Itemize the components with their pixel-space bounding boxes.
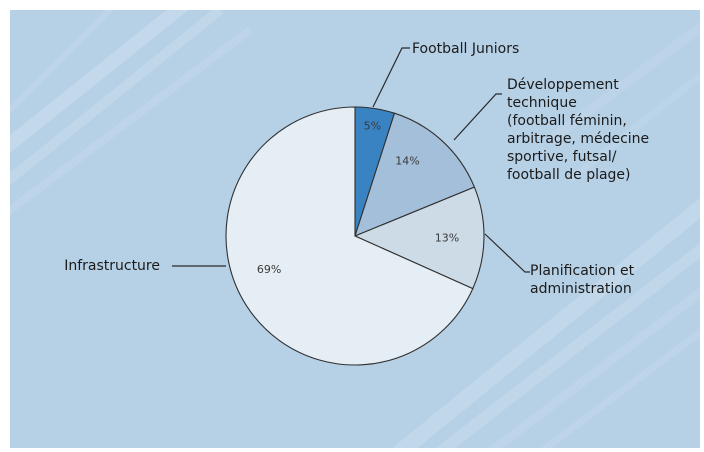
background-streak [567, 71, 700, 183]
pie-chart: 5% 14% 13% 69% Football Juniors Développemen… [10, 10, 700, 448]
category-label-line: administration [530, 281, 632, 297]
percentage-label-developpement-technique: 14% [395, 154, 419, 167]
category-label-line: Développement [507, 77, 619, 93]
percentage-label-planification-administration: 13% [435, 231, 459, 244]
category-label-line: arbitrage, médecine [507, 131, 649, 147]
pie-slices [225, 106, 485, 366]
leader-line-planification-administration [484, 233, 530, 273]
category-label-line: Football Juniors [412, 41, 519, 57]
pie-slice-infrastructure [225, 106, 474, 366]
category-labels: Football Juniors Développement technique (f… [64, 41, 649, 297]
category-label-football-juniors: Football Juniors [412, 41, 519, 57]
category-label-line: Infrastructure [64, 258, 160, 274]
background-streak [547, 21, 700, 144]
category-label-line: technique [507, 95, 577, 111]
percentage-label-football-juniors: 5% [364, 119, 381, 132]
category-label-line: Planification et [530, 263, 635, 279]
background-streak [10, 26, 253, 215]
category-label-line: sportive, futsal/ [507, 149, 617, 165]
pie-slice-developpement-technique [354, 112, 476, 237]
background-streak [10, 10, 189, 153]
background-streak [435, 242, 700, 448]
decorative-streaks [10, 10, 700, 448]
category-label-line: football de plage) [507, 167, 631, 183]
category-label-infrastructure: Infrastructure [64, 258, 160, 274]
percentage-labels: 5% 14% 13% 69% [257, 119, 459, 276]
leader-line-football-juniors [372, 47, 410, 108]
background-streak [10, 10, 224, 186]
pie-slice-planification-administration [353, 186, 485, 290]
background-streak [10, 10, 115, 115]
category-label-line: (football féminin, [507, 113, 627, 129]
background-streak [488, 287, 700, 448]
leader-line-developpement-technique [453, 93, 502, 141]
background-streak [392, 197, 700, 448]
percentage-label-infrastructure: 69% [257, 263, 281, 276]
category-label-developpement-technique: Développement technique (football féminin,… [507, 77, 649, 183]
leader-lines [172, 47, 530, 273]
background-streak [540, 328, 700, 448]
chart-background-panel: 5% 14% 13% 69% Football Juniors Développemen… [10, 10, 700, 448]
category-label-planification-administration: Planification et administration [530, 263, 635, 297]
